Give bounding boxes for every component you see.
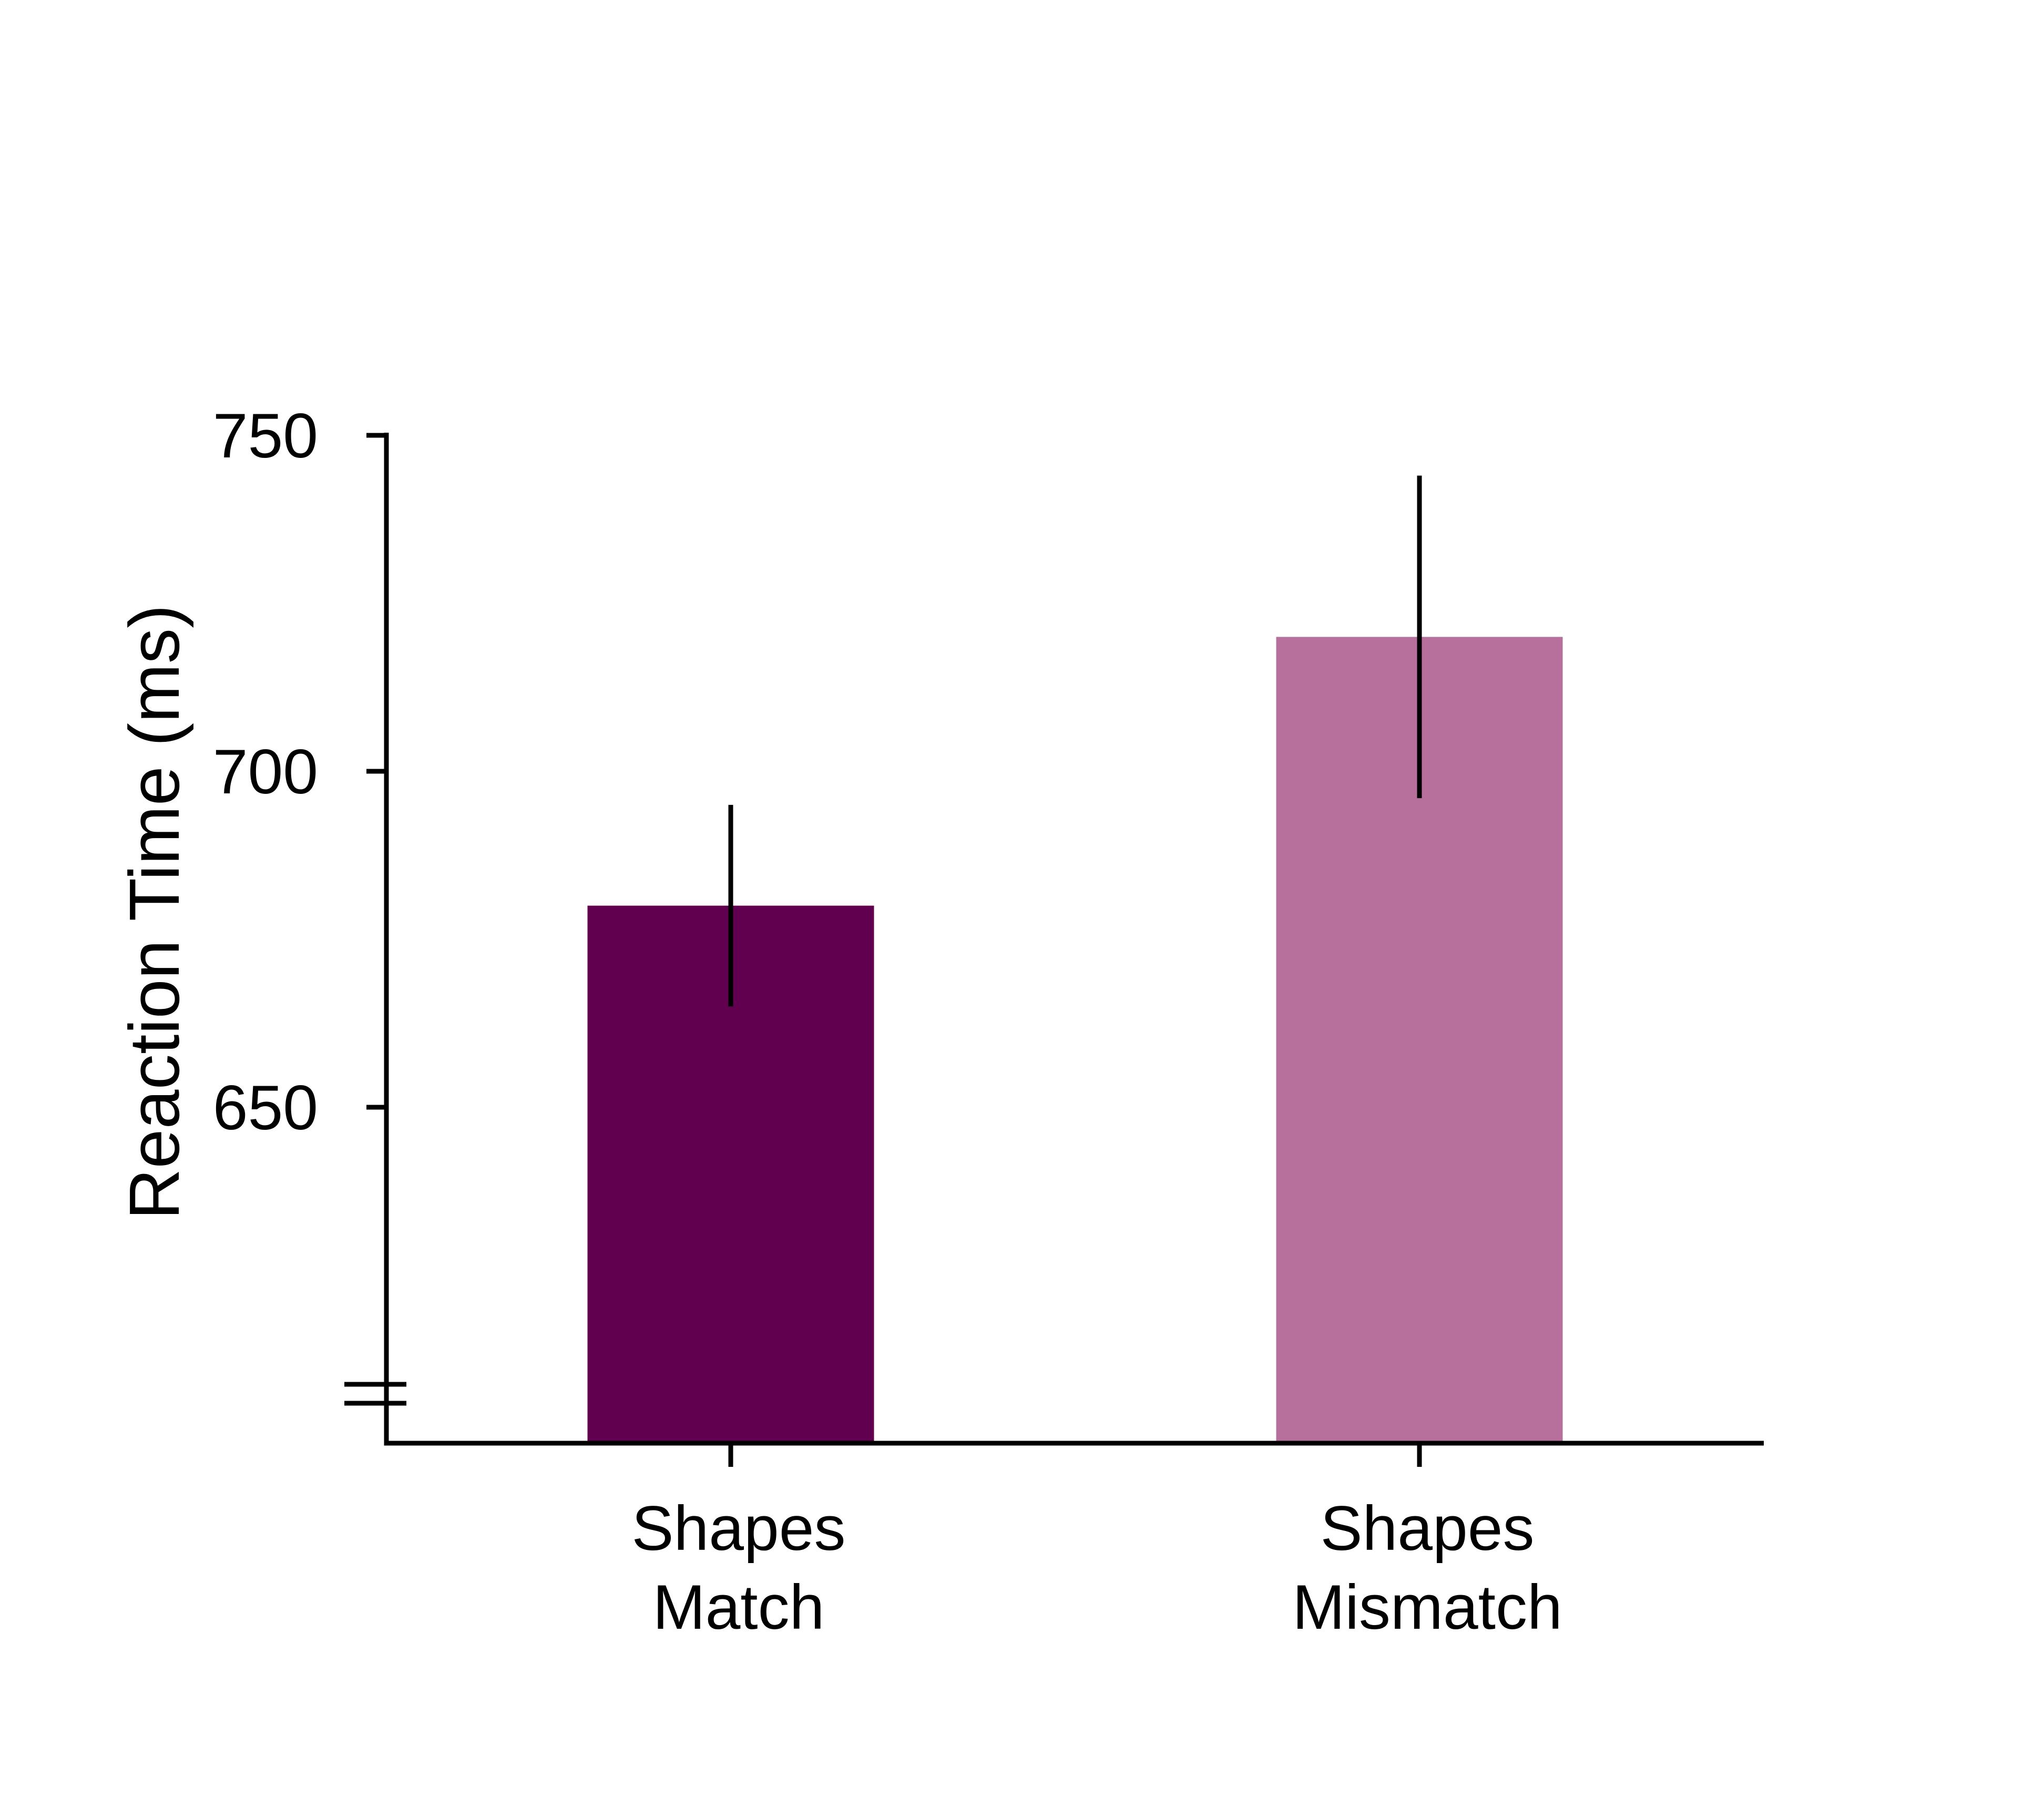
error-bars-layer: [728, 475, 1422, 1007]
bars-layer: [587, 637, 1563, 1443]
x-ticks-layer: Shapes Match Shapes Mismatch: [632, 1443, 1562, 1642]
y-ticks-layer: 650 700 750: [213, 401, 386, 1143]
x-tick-label: Shapes Match: [632, 1493, 846, 1642]
y-tick-label: 750: [213, 401, 318, 471]
x-tick-label: Shapes Mismatch: [1292, 1493, 1562, 1642]
y-tick-label: 700: [213, 737, 318, 807]
x-tick-label-line: Shapes: [632, 1493, 846, 1564]
x-tick-label-line: Shapes: [1321, 1493, 1535, 1564]
y-axis-break-marker: [344, 1382, 406, 1406]
axes-layer: [344, 433, 1764, 1446]
x-tick-label-line: Match: [653, 1572, 825, 1642]
y-tick-label: 650: [213, 1073, 318, 1143]
x-tick-label-line: Mismatch: [1292, 1572, 1562, 1642]
y-axis-title: Reaction Time (ms): [115, 605, 194, 1220]
